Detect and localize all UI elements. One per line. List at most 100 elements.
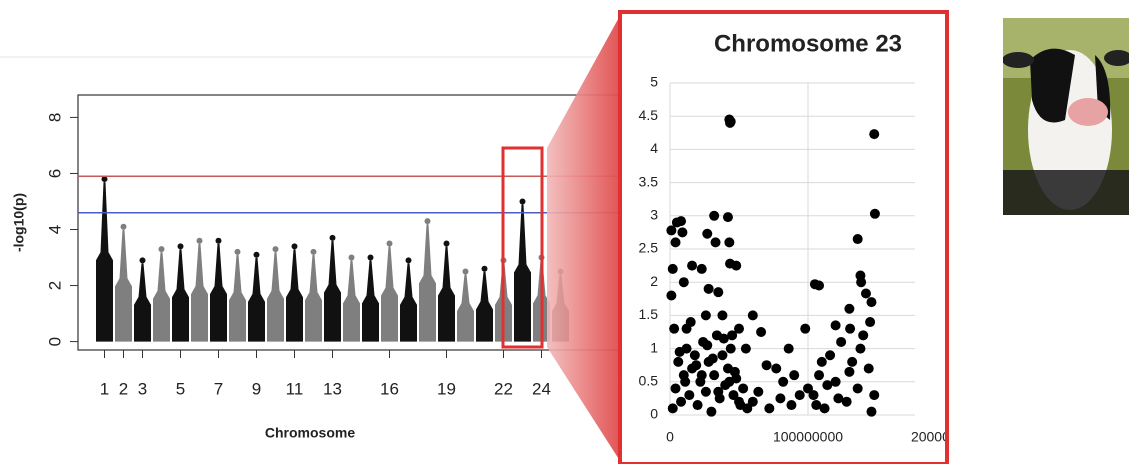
x-tick-label: 100000000: [773, 429, 843, 445]
peak-dot: [234, 248, 241, 255]
point: [771, 363, 782, 374]
chromosome-cloud: [381, 246, 398, 342]
y-tick-label: 0: [45, 337, 64, 346]
point: [724, 376, 735, 387]
zoom-funnel: [547, 12, 622, 464]
point: [684, 390, 695, 401]
point: [687, 260, 698, 271]
highlight-box: [501, 146, 544, 349]
point: [709, 210, 720, 221]
x-tick-label: 19: [437, 379, 456, 398]
point: [811, 400, 822, 411]
y-tick-label: 2: [650, 273, 658, 289]
peak-dot: [424, 218, 431, 225]
x-tick-label: 24: [532, 379, 551, 398]
point: [700, 310, 711, 321]
cow-nose: [1068, 98, 1108, 126]
chromosome-cloud: [305, 254, 322, 342]
point: [735, 400, 746, 411]
point: [844, 366, 855, 377]
peak-dot: [158, 246, 165, 253]
chromosome-cloud: [229, 254, 246, 342]
peak-dot: [462, 268, 469, 275]
point: [866, 297, 877, 308]
point: [803, 383, 813, 394]
point: [847, 356, 858, 367]
point: [722, 212, 733, 223]
peak-dot: [348, 254, 355, 261]
peak-dot: [386, 240, 393, 247]
peak-dot: [215, 237, 222, 244]
point: [676, 216, 687, 227]
peak-dot: [177, 243, 184, 250]
point: [756, 327, 767, 337]
point: [789, 370, 800, 381]
point: [866, 406, 877, 417]
point: [761, 360, 772, 371]
point: [670, 383, 681, 394]
point: [680, 376, 691, 387]
point: [778, 376, 789, 387]
y-tick-label: 0.5: [639, 373, 659, 389]
y-tick-label: 0: [650, 406, 658, 422]
point: [676, 396, 687, 407]
point: [814, 370, 825, 381]
cow-patch: [1030, 48, 1075, 123]
point: [764, 403, 775, 414]
cow-ear: [1104, 50, 1129, 66]
point: [800, 323, 811, 334]
point: [703, 283, 714, 294]
chromosome-cloud: [172, 249, 189, 342]
chromosome-cloud: [286, 249, 303, 342]
x-tick-label: 0: [666, 429, 674, 445]
x-axis-label: Chromosome: [265, 425, 355, 441]
chromosome-cloud: [115, 229, 132, 342]
y-axis-label: -log10(p): [11, 193, 27, 252]
point: [869, 208, 880, 219]
chromosome-cloud: [324, 240, 341, 342]
point: [707, 353, 718, 364]
point: [729, 366, 740, 377]
point: [666, 225, 677, 236]
peak-dot: [481, 265, 488, 272]
x-tick-label: 22: [494, 379, 513, 398]
point: [841, 396, 852, 407]
chromosome-cloud: [476, 271, 493, 342]
point: [728, 390, 739, 401]
point: [666, 290, 677, 301]
peak-dot: [405, 257, 412, 264]
chromosome-cloud: [343, 260, 360, 342]
point: [865, 317, 876, 328]
point: [667, 403, 678, 414]
chromosome-cloud: [267, 252, 284, 342]
y-tick-label: 5: [650, 74, 658, 90]
point: [753, 386, 764, 397]
point: [740, 343, 751, 354]
chromosome-cloud: [96, 182, 113, 342]
y-tick-label: 4: [650, 140, 658, 156]
x-tick-label: 200000000: [911, 429, 981, 445]
point: [696, 263, 707, 274]
chromosome-cloud: [134, 263, 151, 342]
y-tick-label: 4: [45, 225, 64, 234]
chromosome-cloud: [153, 252, 170, 342]
peak-dot: [329, 234, 336, 241]
point: [734, 323, 744, 334]
point: [844, 303, 855, 314]
point: [702, 228, 713, 239]
chart-title: Chromosome 23: [714, 30, 902, 57]
point: [727, 330, 738, 341]
point: [685, 317, 696, 328]
point: [670, 237, 681, 248]
point: [717, 350, 728, 361]
cow-photo: [1003, 18, 1129, 215]
point: [673, 356, 684, 367]
x-tick-label: 11: [286, 379, 304, 398]
point: [775, 393, 786, 404]
chromosome-cloud: [457, 274, 474, 342]
point: [691, 360, 702, 371]
x-tick-label: 7: [214, 379, 223, 398]
point: [856, 277, 867, 288]
